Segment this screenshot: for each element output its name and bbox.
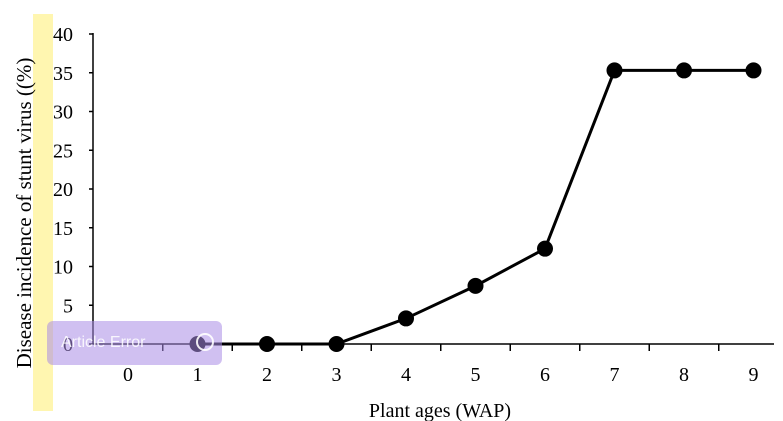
x-tick-label: 7	[610, 364, 620, 386]
eye-icon	[196, 333, 214, 351]
x-tick-label: 9	[749, 364, 759, 386]
x-tick-label: 3	[332, 364, 342, 386]
x-axis-label: Plant ages (WAP)	[369, 400, 511, 421]
data-point	[676, 62, 692, 79]
y-axis-label: Disease incidence of stunt virus ((%)	[12, 58, 36, 369]
y-tick-label: 5	[63, 295, 73, 317]
data-point	[328, 336, 345, 352]
data-point	[467, 277, 484, 294]
series-points	[189, 62, 762, 352]
y-ticks: 0510152025303540	[53, 24, 93, 356]
y-tick-label: 40	[53, 24, 73, 46]
x-ticks: 0 1 2 3 4 5 6 7 8 9	[123, 344, 759, 386]
data-point	[606, 62, 623, 79]
article-error-badge[interactable]: Article Error	[47, 321, 222, 365]
x-tick-label: 4	[401, 364, 411, 386]
x-tick-label: 0	[123, 364, 133, 386]
y-tick-label: 10	[53, 257, 73, 279]
data-point	[745, 62, 762, 79]
x-tick-label: 2	[262, 364, 272, 386]
data-point	[259, 336, 275, 352]
y-tick-label: 15	[53, 218, 73, 240]
y-tick-label: 20	[53, 179, 73, 201]
x-tick-label: 5	[471, 364, 481, 386]
data-point	[537, 240, 553, 257]
y-tick-label: 30	[53, 102, 73, 124]
ylabel-highlight	[33, 14, 53, 411]
y-tick-label: 25	[53, 140, 73, 162]
x-tick-label: 1	[193, 364, 203, 386]
x-tick-label: 6	[540, 364, 550, 386]
data-point	[398, 310, 414, 327]
x-tick-label: 8	[679, 364, 689, 386]
article-error-label: Article Error	[61, 334, 146, 351]
y-tick-label: 35	[53, 63, 73, 85]
series-line	[197, 68, 754, 346]
